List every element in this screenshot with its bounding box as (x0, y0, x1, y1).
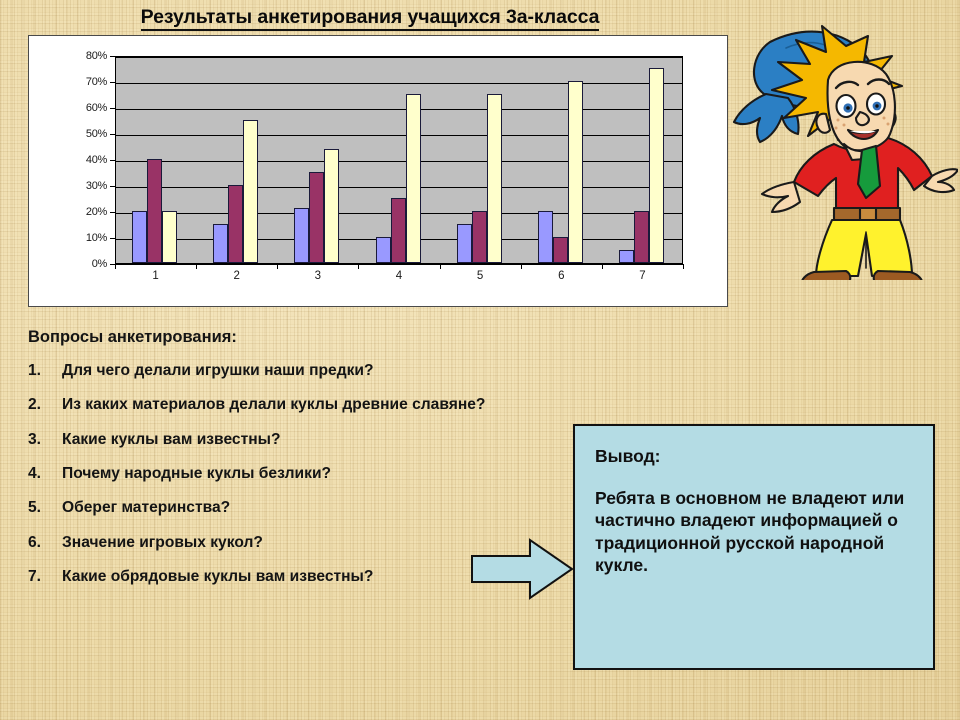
chart-x-tick-mark (277, 264, 279, 269)
question-text: Из каких материалов делали куклы древние… (62, 396, 486, 414)
question-text: Какие куклы вам известны? (62, 430, 281, 448)
question-number: 6. (28, 533, 42, 551)
chart-x-tick-label: 6 (558, 270, 565, 282)
chart-y-tick-label: 70% (85, 76, 107, 88)
question-number: 3. (28, 430, 42, 448)
question-number: 1. (28, 362, 42, 379)
chart-y-tick-label: 50% (85, 128, 107, 140)
chart-bar (213, 224, 229, 263)
conclusion-text: Ребята в основном не владеют или частичн… (595, 488, 905, 576)
question-text: Оберег материнства? (62, 499, 231, 517)
conclusion-label: Вывод: (595, 446, 661, 466)
chart-bar (633, 211, 649, 263)
chart-y-tick-mark (110, 56, 115, 57)
chart-x-tick-mark (683, 264, 684, 269)
chart-x-tick-label: 4 (395, 270, 403, 282)
chart-x-tick-label: 7 (639, 270, 646, 282)
question-number: 7. (28, 567, 42, 585)
chart-x-tick-mark (439, 264, 441, 269)
chart-plot-area (115, 56, 683, 264)
question-item: 5. Оберег материнства? (28, 498, 498, 517)
chart-x-axis (115, 264, 683, 265)
question-text: Для чего делали игрушки наши предки? (62, 362, 374, 379)
chart-bar (309, 172, 325, 263)
cartoon-boy-dunno-illustration (732, 24, 958, 280)
chart-y-tick-label: 20% (85, 206, 107, 218)
question-item: 3. Какие куклы вам известны? (28, 430, 498, 449)
chart-bar (537, 211, 553, 263)
chart-y-tick-mark (110, 160, 115, 161)
chart-bar (147, 159, 163, 263)
chart-gridline (116, 56, 682, 58)
chart-gridline (116, 82, 682, 84)
chart-x-tick-mark (520, 264, 522, 269)
chart-bar (552, 237, 568, 263)
question-text: Почему народные куклы безлики? (62, 464, 332, 482)
chart-container: 0% 10% 20% 30% 40% 50% 60% 70% 80% 1 2 3 4 5 6 7 (28, 35, 728, 307)
chart-plot-wrapper: 0% 10% 20% 30% 40% 50% 60% 70% 80% 1 2 3 4 5 6 7 (29, 36, 727, 306)
chart-x-tick-mark (601, 264, 603, 269)
questions-list: 1. Для чего делали игрушки наши предки? 2.… (28, 361, 498, 586)
page-title: Результаты анкетирования учащихся 3а-кла… (0, 6, 740, 31)
chart-x-tick-mark (115, 264, 116, 269)
chart-bar (132, 211, 148, 263)
chart-bar (294, 208, 310, 263)
chart-bar (618, 250, 634, 263)
chart-gridline (116, 108, 682, 110)
chart-y-tick-mark (110, 82, 115, 83)
question-number: 4. (28, 464, 42, 482)
right-arrow-icon (471, 538, 574, 600)
question-item: 4. Почему народные куклы безлики? (28, 464, 498, 483)
chart-y-tick-mark (110, 186, 115, 187)
question-item: 7. Какие обрядовые куклы вам известны? (28, 567, 498, 586)
chart-y-tick-label: 60% (85, 102, 107, 114)
chart-bar (243, 120, 259, 263)
question-text: Какие обрядовые куклы вам известны? (62, 567, 374, 585)
chart-x-tick-mark (196, 264, 198, 269)
question-number: 5. (28, 499, 42, 517)
chart-y-tick-label: 0% (91, 258, 108, 270)
chart-bar (390, 198, 406, 263)
question-number: 2. (28, 396, 42, 414)
chart-y-tick-label: 30% (85, 180, 107, 192)
chart-y-tick-mark (110, 264, 115, 265)
chart-bar (228, 185, 244, 263)
chart-bar (471, 211, 487, 263)
chart-y-tick-mark (110, 134, 115, 135)
chart-bar (486, 94, 502, 263)
question-text: Значение игровых кукол? (62, 533, 263, 551)
chart-x-tick-mark (358, 264, 360, 269)
chart-x-tick-label: 2 (233, 270, 240, 282)
chart-y-tick-mark (110, 212, 115, 213)
chart-x-tick-label: 3 (314, 270, 322, 282)
conclusion-box: Вывод: Ребята в основном не владеют или … (573, 424, 935, 670)
chart-bar (405, 94, 421, 263)
chart-x-tick-label: 1 (152, 270, 159, 282)
question-item: 1. Для чего делали игрушки наши предки? (28, 361, 498, 380)
chart-bar (324, 148, 340, 263)
chart-bar (567, 81, 583, 263)
question-item: 2. Из каких материалов делали куклы древн… (28, 395, 498, 414)
chart-bar (456, 224, 472, 263)
questions-block: Вопросы анкетирования: 1. Для чего делали… (28, 328, 498, 601)
questions-heading: Вопросы анкетирования: (28, 328, 237, 346)
chart-gridline (116, 186, 682, 188)
chart-y-tick-label: 40% (85, 154, 107, 166)
page-title-text: Результаты анкетирования учащихся 3а-кла… (140, 6, 599, 31)
chart-y-tick-mark (110, 238, 115, 239)
chart-x-tick-label: 5 (476, 270, 484, 282)
chart-gridline (116, 134, 682, 136)
chart-y-tick-label: 80% (85, 50, 107, 62)
chart-y-tick-mark (110, 108, 115, 109)
chart-bar (648, 68, 664, 263)
chart-bar (375, 237, 391, 263)
chart-gridline (116, 160, 682, 162)
chart-bar (162, 211, 178, 263)
question-item: 6. Значение игровых кукол? (28, 533, 498, 552)
chart-y-tick-label: 10% (85, 232, 107, 244)
